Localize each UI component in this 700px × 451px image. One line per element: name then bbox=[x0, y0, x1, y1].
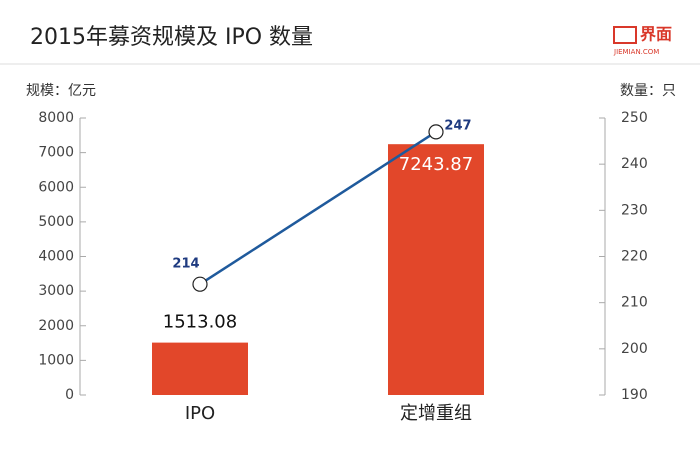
y2-axis-label: 数量：只 bbox=[620, 83, 676, 99]
x-tick-label: IPO bbox=[185, 403, 215, 424]
line-point bbox=[192, 276, 208, 292]
y2-tick-label: 200 bbox=[621, 341, 648, 357]
line-value-label: 214 bbox=[172, 257, 199, 272]
line-value-label: 247 bbox=[444, 118, 471, 133]
y-tick-label: 0 bbox=[65, 387, 74, 403]
logo: 界面 bbox=[640, 25, 672, 44]
y-tick-label: 6000 bbox=[38, 179, 74, 195]
chart-title: 2015年募资规模及 IPO 数量 bbox=[30, 25, 313, 50]
y-tick-label: 7000 bbox=[38, 145, 74, 161]
y2-tick-label: 250 bbox=[621, 110, 648, 126]
y-tick-label: 5000 bbox=[38, 214, 74, 230]
y2-tick-label: 220 bbox=[621, 249, 648, 265]
bar bbox=[388, 144, 484, 395]
y2-tick-label: 210 bbox=[621, 295, 648, 311]
bar-value-label: 1513.08 bbox=[163, 312, 237, 333]
logo-sub: JIEMIAN.COM bbox=[613, 48, 659, 56]
y-tick-label: 8000 bbox=[38, 110, 74, 126]
y-tick-label: 2000 bbox=[38, 318, 74, 334]
y2-tick-label: 190 bbox=[621, 387, 648, 403]
y-tick-label: 1000 bbox=[38, 352, 74, 368]
y2-tick-label: 230 bbox=[621, 202, 648, 218]
y2-tick-label: 240 bbox=[621, 156, 648, 172]
y-axis-label: 规模：亿元 bbox=[26, 83, 96, 99]
bar bbox=[152, 342, 248, 395]
x-tick-label: 定增重组 bbox=[400, 403, 472, 424]
y-tick-label: 4000 bbox=[38, 249, 74, 265]
bar-value-label: 7243.87 bbox=[399, 154, 473, 175]
y-tick-label: 3000 bbox=[38, 283, 74, 299]
logo-icon bbox=[613, 26, 637, 44]
line bbox=[199, 130, 437, 286]
line-point bbox=[428, 124, 444, 140]
